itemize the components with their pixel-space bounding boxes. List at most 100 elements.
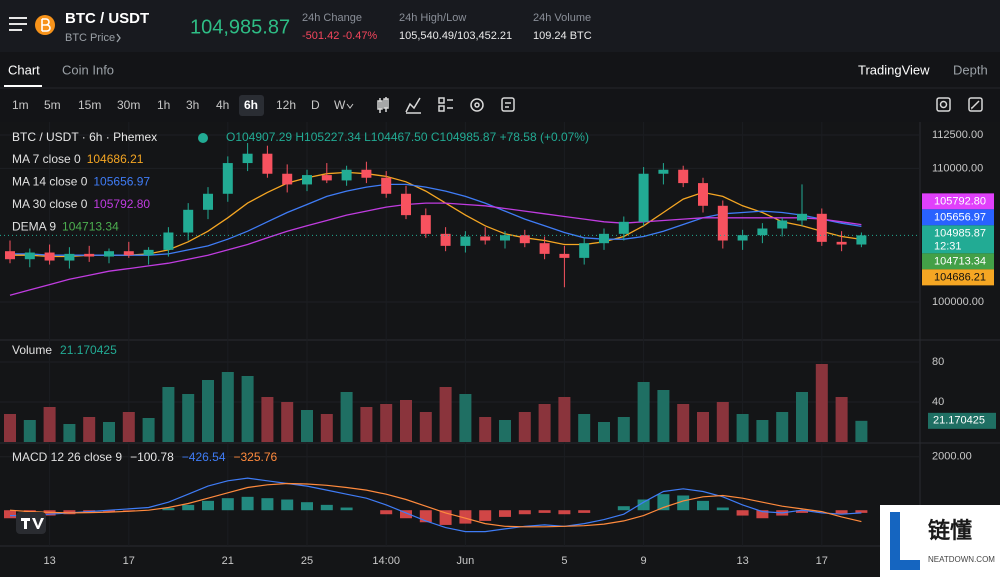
- tab[interactable]: Coin Info: [62, 62, 114, 77]
- price-tag-label: 104985.87: [934, 227, 986, 239]
- fullscreen-button[interactable]: [968, 97, 983, 112]
- indicator-button[interactable]: [405, 97, 421, 114]
- pair-subtitle[interactable]: BTC Price: [65, 32, 115, 44]
- candle-body: [638, 173, 649, 222]
- candle-body: [361, 169, 372, 178]
- tabs: Chart Coin Info TradingView Depth: [4, 62, 988, 87]
- x-tick-label: 5: [561, 555, 567, 567]
- stat-label: 24h High/Low: [399, 12, 466, 24]
- volume-bar: [320, 414, 333, 442]
- screenshot-button[interactable]: [936, 97, 951, 112]
- stat-value: 109.24 BTC: [533, 30, 592, 42]
- macd-bar: [281, 499, 294, 511]
- interval-button[interactable]: 6h: [244, 98, 258, 112]
- macd-bar: [617, 506, 630, 511]
- macd-bar: [182, 504, 195, 511]
- candle-body: [599, 233, 609, 244]
- volume-bar: [697, 412, 709, 442]
- volume-bar: [716, 402, 729, 442]
- macd-bar: [835, 510, 848, 515]
- candle-body: [302, 175, 312, 185]
- candle-body: [559, 253, 570, 258]
- tab[interactable]: Depth: [953, 62, 988, 77]
- pair-title: BTC / USDT: [65, 10, 149, 27]
- interval-button[interactable]: 30m: [117, 98, 140, 112]
- macd-bar: [677, 495, 690, 511]
- candle-body: [183, 209, 194, 233]
- volume-bar: [162, 387, 175, 442]
- candle-type-button[interactable]: [377, 97, 389, 113]
- tab[interactable]: Chart: [8, 62, 40, 77]
- tv-logo: [16, 512, 46, 534]
- volume-bar: [103, 422, 115, 442]
- x-tick-label: 17: [816, 555, 828, 567]
- price-tag-label: 105792.80: [934, 195, 986, 207]
- interval-button[interactable]: 12h: [276, 98, 296, 112]
- tab[interactable]: TradingView: [858, 62, 930, 77]
- candle-body: [480, 236, 491, 241]
- interval-button[interactable]: D: [311, 98, 320, 112]
- volume-bar: [518, 412, 531, 442]
- macd-bar: [63, 510, 76, 515]
- interval-button[interactable]: 1m: [12, 98, 29, 112]
- candle-body: [420, 215, 431, 234]
- volume-bar: [835, 397, 848, 442]
- watermark: 链懂 NEATDOWN.COM: [880, 505, 1000, 577]
- volume-bar: [63, 424, 76, 442]
- chart: 112500.00 110000.00 100000.00 80 40 2000.00 13…: [0, 122, 1000, 567]
- interval-button[interactable]: 5m: [44, 98, 61, 112]
- candle-body: [618, 221, 629, 234]
- chevron: [116, 33, 121, 43]
- template-button[interactable]: [501, 97, 515, 112]
- watermark-sub: NEATDOWN.COM: [928, 555, 995, 564]
- macd-bar: [340, 507, 353, 511]
- x-tick-label: 25: [301, 555, 313, 567]
- macd-value: −325.76: [234, 450, 278, 464]
- candle-body: [401, 193, 411, 216]
- volume-bar: [677, 404, 690, 442]
- volume-bar: [499, 420, 511, 442]
- menu-icon[interactable]: [9, 17, 27, 31]
- candle-body: [282, 173, 293, 185]
- candle-body: [44, 252, 55, 261]
- interval-button[interactable]: 1h: [157, 98, 170, 112]
- candle-body: [123, 251, 134, 256]
- candle-body: [519, 235, 530, 244]
- tab-underline: [4, 85, 42, 87]
- macd-bar: [320, 504, 333, 511]
- candle-body: [341, 169, 352, 181]
- macd-value: −100.78: [130, 450, 174, 464]
- candle-body: [678, 169, 689, 184]
- interval-button[interactable]: 4h: [216, 98, 229, 112]
- candle-body: [757, 228, 768, 236]
- price-tag: [922, 209, 994, 226]
- candle-body: [222, 163, 233, 194]
- macd-bar: [202, 500, 214, 511]
- candle-body: [460, 236, 471, 246]
- price-tag: [922, 253, 994, 270]
- y-tick-label: 100000.00: [932, 296, 984, 308]
- indicator-value: 105792.80: [93, 197, 150, 211]
- y-tick-label: 2000.00: [932, 451, 972, 463]
- candle-body: [777, 220, 788, 229]
- macd-bar: [538, 510, 551, 513]
- interval-button[interactable]: W: [334, 98, 346, 112]
- stat-value: 105,540.49/103,452.21: [399, 30, 512, 42]
- candle-body: [816, 213, 827, 242]
- candle-body: [797, 213, 807, 221]
- settings-button[interactable]: [470, 98, 484, 112]
- candle-body: [579, 243, 590, 258]
- macd-bar: [716, 507, 729, 511]
- macd-bar: [558, 510, 571, 515]
- interval-button[interactable]: 15m: [78, 98, 101, 112]
- layout-button[interactable]: [438, 97, 453, 112]
- volume-bar: [815, 364, 828, 442]
- price-tag-label: 104686.21: [934, 271, 986, 283]
- tab-bar: [0, 52, 1000, 90]
- volume-bar: [43, 407, 56, 442]
- x-tick-label: 14:00: [372, 555, 400, 567]
- interval-button[interactable]: 3h: [186, 98, 199, 112]
- volume-bar: [241, 376, 254, 442]
- stat-label: 24h Change: [302, 12, 362, 24]
- volume-bar: [23, 420, 36, 442]
